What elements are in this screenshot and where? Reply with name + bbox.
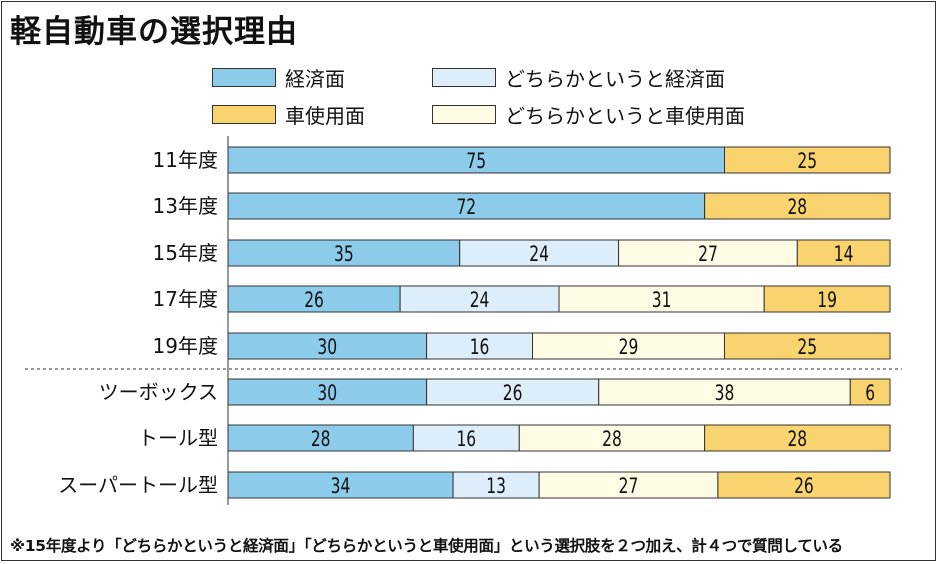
bar-segment xyxy=(849,378,891,406)
bar-segment xyxy=(227,239,461,267)
category-label: 15年度 xyxy=(153,241,218,265)
category-label: ツーボックス xyxy=(99,380,218,404)
bar-segment xyxy=(598,378,851,406)
bar-segment xyxy=(227,378,428,406)
category-label: 19年度 xyxy=(153,334,218,358)
bar-segment xyxy=(717,471,891,499)
data-label: 27 xyxy=(619,473,639,498)
legend-item-somewhat-usage: どちらかというと車使用面 xyxy=(432,102,745,128)
data-label: 30 xyxy=(317,334,337,359)
data-label: 38 xyxy=(715,380,735,405)
data-label: 28 xyxy=(787,194,807,219)
data-label: 34 xyxy=(331,473,351,498)
bar-segment xyxy=(426,378,600,406)
legend-swatch xyxy=(432,67,496,87)
bar-segment xyxy=(796,239,891,267)
legend-item-somewhat-economy: どちらかというと経済面 xyxy=(432,65,725,91)
data-label: 25 xyxy=(797,334,817,359)
data-label: 16 xyxy=(470,334,490,359)
data-label: 26 xyxy=(794,473,814,498)
data-label: 16 xyxy=(456,426,476,451)
bar-segment xyxy=(227,471,454,499)
data-label: 25 xyxy=(797,148,817,173)
data-label: 27 xyxy=(698,241,718,266)
legend-label: どちらかというと車使用面 xyxy=(505,103,745,128)
legend-label: 経済面 xyxy=(285,66,345,91)
bar-segment xyxy=(558,285,765,313)
bar-segment xyxy=(532,332,726,360)
bar-segment xyxy=(618,239,798,267)
bar-segment xyxy=(227,146,725,174)
bar-segment xyxy=(412,424,520,452)
data-label: 14 xyxy=(834,241,854,266)
bar-segment xyxy=(227,424,414,452)
category-label: スーパートール型 xyxy=(58,473,218,497)
bar-segment xyxy=(538,471,719,499)
bar-segment xyxy=(459,239,620,267)
legend-item-usage: 車使用面 xyxy=(212,102,365,128)
data-label: 29 xyxy=(619,334,639,359)
bar-segment xyxy=(763,285,891,313)
bar-segment xyxy=(452,471,540,499)
footnote: ※15年度より「どちらかというと経済面」「どちらかというと車使用面」という選択肢… xyxy=(10,537,843,555)
data-label: 30 xyxy=(317,380,337,405)
bar-segment xyxy=(399,285,560,313)
bar-segment xyxy=(724,146,891,174)
data-label: 24 xyxy=(529,241,549,266)
bar-segment xyxy=(704,424,891,452)
legend-swatch xyxy=(212,67,276,87)
bar-segment xyxy=(227,192,706,220)
legend-label: 車使用面 xyxy=(285,103,365,128)
legend-swatch xyxy=(212,104,276,124)
bar-segment xyxy=(704,192,891,220)
data-label: 28 xyxy=(311,426,331,451)
data-label: 19 xyxy=(817,287,837,312)
category-label: 13年度 xyxy=(153,194,218,218)
category-label: トール型 xyxy=(138,426,218,450)
data-label: 26 xyxy=(304,287,324,312)
bar-segment xyxy=(518,424,706,452)
data-label: 6 xyxy=(865,380,875,405)
data-label: 28 xyxy=(602,426,622,451)
bar-segment xyxy=(227,285,401,313)
data-label: 31 xyxy=(652,287,672,312)
data-label: 24 xyxy=(470,287,490,312)
data-label: 75 xyxy=(466,148,486,173)
data-label: 26 xyxy=(503,380,523,405)
category-label: 11年度 xyxy=(153,148,218,172)
bar-segment xyxy=(724,332,891,360)
data-label: 28 xyxy=(787,426,807,451)
legend-item-economy: 経済面 xyxy=(212,65,345,91)
legend-swatch xyxy=(432,104,496,124)
data-label: 35 xyxy=(334,241,354,266)
data-label: 13 xyxy=(486,473,506,498)
chart-title: 軽自動車の選択理由 xyxy=(10,14,298,50)
category-label: 17年度 xyxy=(153,287,218,311)
data-label: 72 xyxy=(456,194,476,219)
legend-label: どちらかというと経済面 xyxy=(505,66,725,91)
bar-segment xyxy=(426,332,534,360)
